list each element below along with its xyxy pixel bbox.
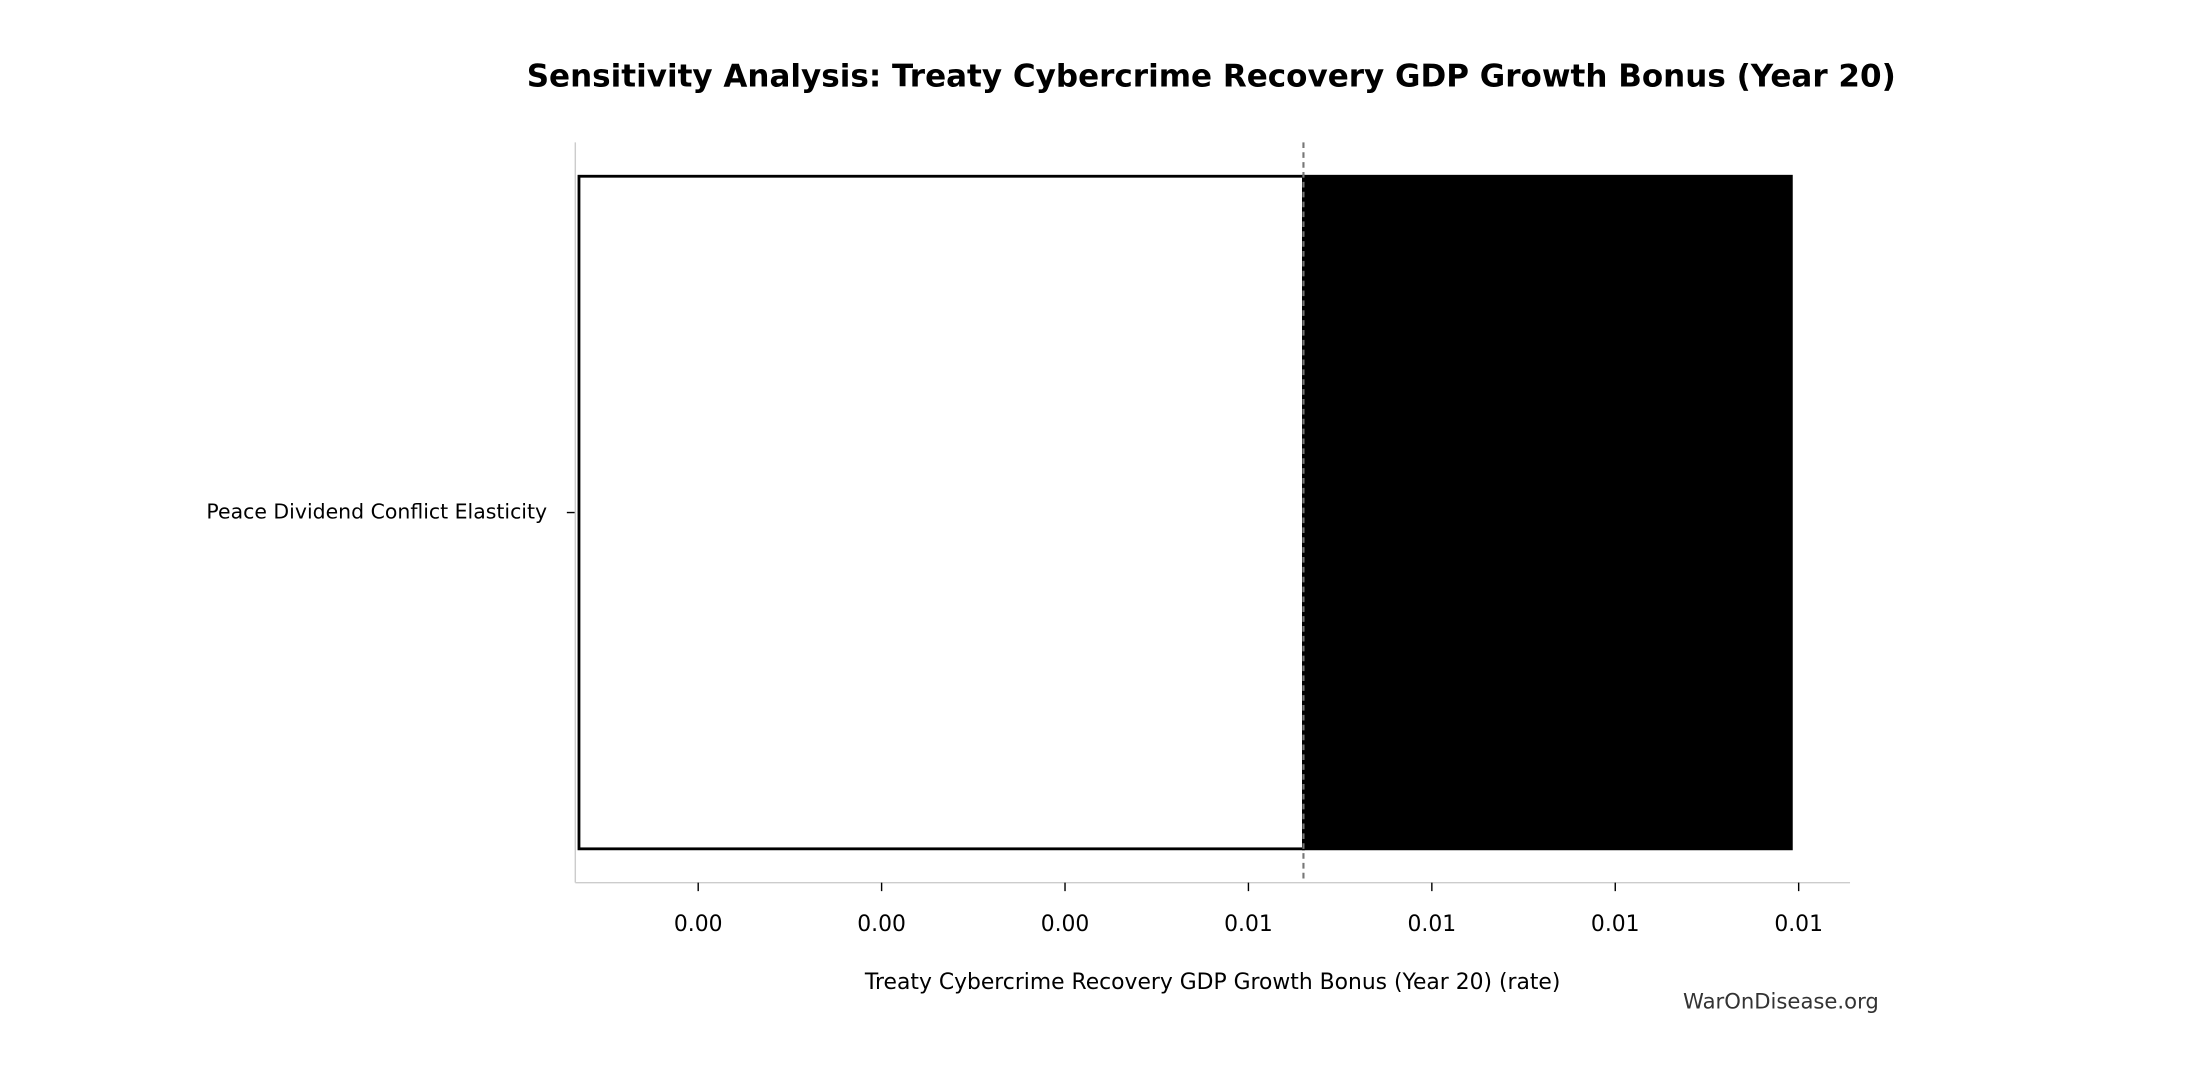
chart-title: Sensitivity Analysis: Treaty Cybercrime … [527, 59, 1896, 95]
high-bar [1302, 174, 1793, 851]
x-tick-label: 0.00 [674, 912, 723, 937]
x-tick-label: 0.01 [1774, 912, 1823, 937]
low-bar [577, 174, 1305, 851]
x-tick-label: 0.00 [857, 912, 906, 937]
x-tick-label: 0.01 [1224, 912, 1273, 937]
x-axis-label: Treaty Cybercrime Recovery GDP Growth Bo… [864, 970, 1560, 995]
y-tick-label: Peace Dividend Conflict Elasticity [206, 500, 547, 524]
x-tick-label: 0.00 [1041, 912, 1090, 937]
watermark: WarOnDisease.org [1683, 989, 1879, 1014]
x-tick-label: 0.01 [1591, 912, 1640, 937]
x-tick-label: 0.01 [1408, 912, 1457, 937]
